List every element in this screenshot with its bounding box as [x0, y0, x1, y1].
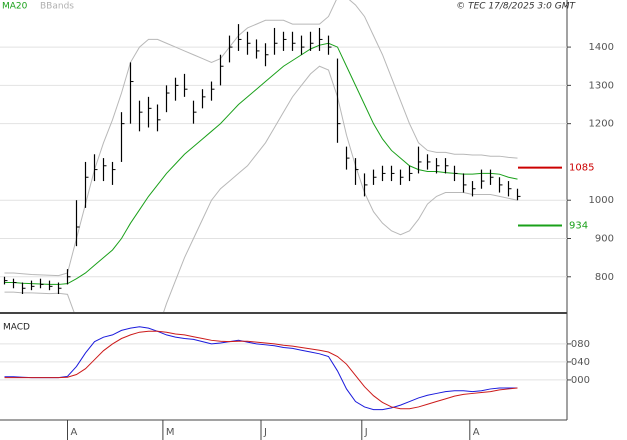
bband-line [4, 65, 518, 312]
x-tick-label: J [263, 427, 267, 438]
x-tick-label: A [71, 427, 78, 438]
legend-entry: BBands [40, 2, 74, 12]
level-label: 934 [569, 220, 588, 231]
x-tick-label: M [166, 427, 175, 438]
y-tick-label: 900 [595, 233, 614, 244]
y-tick-label: 1400 [589, 42, 614, 53]
legend-entry: MA20 [2, 2, 28, 12]
y-tick-label: 040 [571, 357, 590, 368]
copyright: © TEC 17/8/2025 3:0 GMT [456, 2, 576, 12]
level-label: 1085 [569, 163, 594, 174]
ma-line [4, 42, 518, 285]
y-tick-label: 1300 [589, 80, 614, 91]
y-tick-label: 000 [571, 375, 590, 386]
macd-line [4, 326, 518, 411]
y-tick-label: 800 [595, 272, 614, 283]
y-tick-label: 1000 [589, 195, 614, 206]
macd-line [4, 330, 518, 410]
y-tick-label: 080 [571, 339, 590, 350]
bband-line [4, 0, 518, 277]
x-tick-label: J [364, 427, 368, 438]
panel-title: MACD [3, 323, 30, 333]
x-tick-label: A [473, 427, 480, 438]
y-tick-label: 1200 [589, 119, 614, 130]
